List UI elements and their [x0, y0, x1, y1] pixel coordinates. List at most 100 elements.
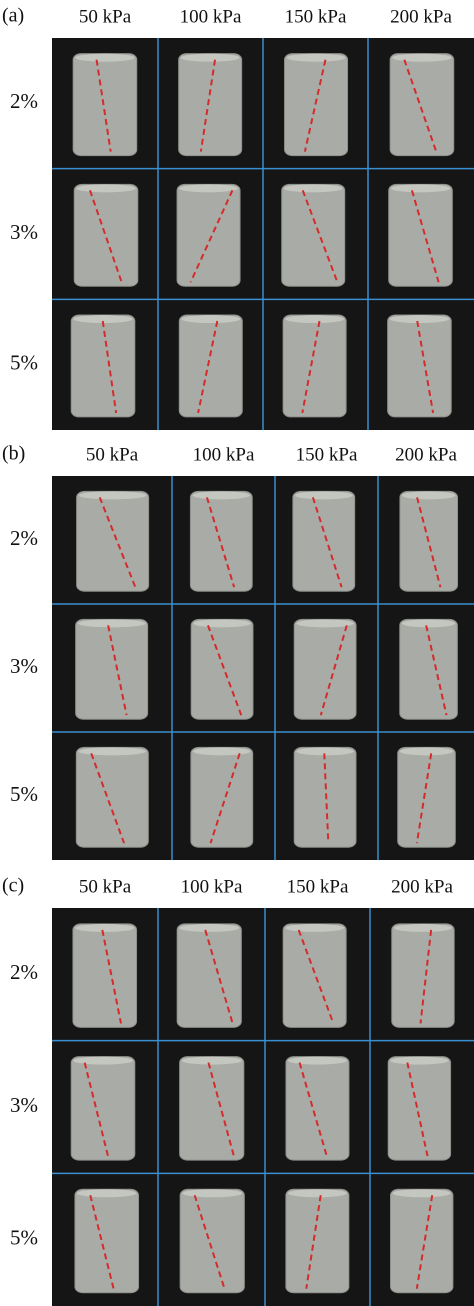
- column-header: 50 kPa: [79, 876, 132, 897]
- specimen-top: [78, 491, 147, 500]
- specimen: [292, 490, 356, 592]
- specimen-top: [283, 184, 343, 193]
- crack-line: [415, 753, 433, 844]
- crack-line: [416, 497, 442, 588]
- specimen-top: [179, 923, 240, 932]
- column-header: 50 kPa: [86, 444, 139, 465]
- specimen-top: [193, 619, 251, 628]
- crack-line: [207, 1062, 235, 1157]
- crack-line: [205, 497, 236, 588]
- specimen-top: [296, 619, 355, 628]
- crack-line: [403, 59, 438, 152]
- specimen: [281, 183, 346, 287]
- crack-line: [83, 1062, 109, 1157]
- specimen-top: [192, 491, 251, 500]
- crack-line: [89, 190, 123, 283]
- row-label: 2%: [10, 89, 38, 113]
- column-header: 150 kPa: [296, 444, 358, 465]
- column-header: 100 kPa: [193, 444, 255, 465]
- column-header: 50 kPa: [79, 6, 132, 27]
- specimen: [178, 314, 243, 418]
- specimen-top: [75, 53, 135, 62]
- specimen-top: [182, 1189, 243, 1198]
- crack-line: [301, 189, 339, 283]
- specimen-top: [294, 491, 353, 500]
- specimen-top: [389, 315, 450, 324]
- crack-line: [301, 320, 321, 414]
- crack-line: [415, 1195, 434, 1289]
- crack-line: [101, 320, 118, 414]
- crack-line: [298, 1062, 328, 1157]
- crack-line: [199, 59, 217, 152]
- specimen: [176, 183, 241, 287]
- specimen: [176, 923, 242, 1028]
- specimen-top: [287, 1189, 347, 1198]
- specimen-top: [73, 1056, 133, 1065]
- specimen: [387, 314, 452, 418]
- specimen: [388, 183, 453, 287]
- specimen-top: [390, 1056, 449, 1065]
- specimen: [73, 183, 139, 287]
- specimen-top: [287, 1056, 347, 1065]
- panel-label: (a): [2, 5, 24, 27]
- specimen: [189, 490, 253, 592]
- specimen-top: [285, 923, 345, 932]
- crack-line: [425, 625, 448, 716]
- specimen-top: [76, 1189, 137, 1198]
- specimen: [397, 746, 456, 848]
- crack-line: [197, 320, 219, 414]
- specimen-top: [286, 53, 346, 62]
- specimen-top: [78, 747, 147, 756]
- specimen: [179, 1188, 245, 1294]
- specimen-top: [76, 184, 136, 193]
- row-label: 3%: [10, 220, 38, 244]
- specimen: [190, 618, 254, 720]
- specimen: [293, 618, 357, 720]
- crack-line: [204, 929, 234, 1024]
- specimen: [75, 618, 149, 720]
- specimen-top: [73, 315, 133, 324]
- crack-line: [406, 1062, 429, 1157]
- crack-line: [303, 59, 327, 152]
- specimen-top: [285, 315, 345, 324]
- specimen: [285, 1188, 350, 1294]
- specimen: [75, 746, 149, 848]
- crack-line: [89, 1195, 115, 1289]
- specimen-top: [180, 53, 240, 62]
- specimen: [293, 746, 357, 848]
- specimen-top: [77, 619, 146, 628]
- specimen-top: [181, 1056, 242, 1065]
- column-header: 200 kPa: [395, 444, 457, 465]
- specimen: [178, 53, 243, 157]
- crack-line: [319, 625, 348, 716]
- column-header: 100 kPa: [181, 876, 243, 897]
- specimen-top: [401, 619, 456, 628]
- row-label: 3%: [10, 654, 38, 678]
- row-label: 2%: [10, 526, 38, 550]
- specimen-top: [401, 491, 456, 500]
- specimen: [76, 490, 150, 592]
- specimen: [389, 53, 455, 157]
- specimen-top: [181, 315, 241, 324]
- crack-line: [90, 753, 126, 844]
- specimen-top: [296, 747, 355, 756]
- specimen: [70, 314, 136, 418]
- specimen: [190, 746, 254, 848]
- crack-line: [416, 320, 435, 414]
- specimen: [391, 923, 455, 1028]
- specimen-top: [399, 747, 454, 756]
- crack-line: [98, 496, 137, 588]
- column-header: 100 kPa: [180, 6, 242, 27]
- crack-line: [209, 753, 241, 844]
- specimen: [282, 923, 347, 1028]
- row-label: 3%: [10, 1093, 38, 1117]
- specimen-top: [393, 923, 453, 932]
- specimen-top: [390, 184, 451, 193]
- specimen-top: [392, 53, 452, 62]
- crack-line: [189, 189, 234, 283]
- column-header: 200 kPa: [391, 876, 453, 897]
- column-header: 200 kPa: [390, 6, 452, 27]
- crack-line: [419, 929, 433, 1024]
- row-label: 5%: [10, 1225, 38, 1249]
